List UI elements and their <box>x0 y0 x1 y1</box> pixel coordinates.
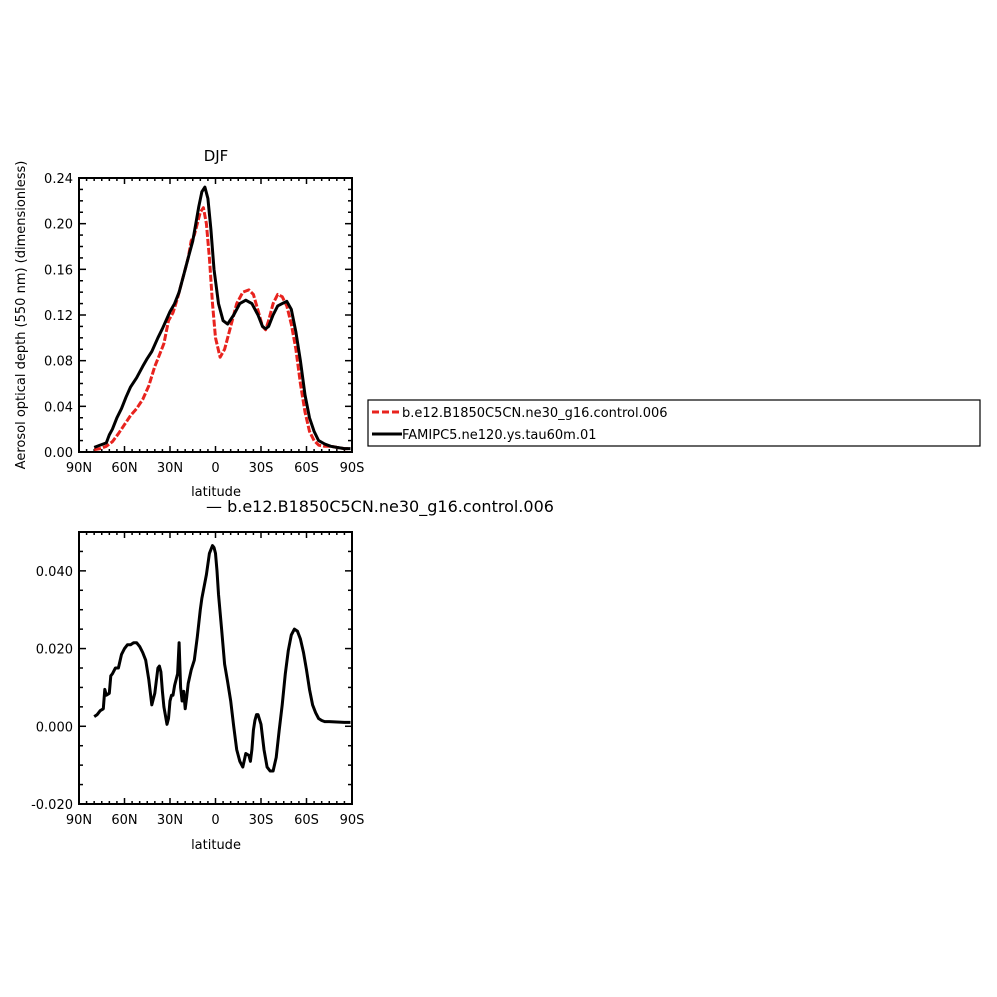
top-chart-series <box>93 185 351 452</box>
top-chart-x-axis-label: latitude <box>191 485 241 500</box>
top-chart-series-line-1 <box>93 185 351 451</box>
top-chart-x-tick-label: 60N <box>111 461 137 476</box>
top-chart-x-tick-label: 90N <box>66 461 92 476</box>
bottom-chart-x-axis-label: latitude <box>191 838 241 853</box>
legend-label-series-1: FAMIPC5.ne120.ys.tau60m.01 <box>402 428 597 443</box>
top-chart-x-tick-label: 30N <box>157 461 183 476</box>
bottom-chart-x-tick-label: 60N <box>111 813 137 828</box>
top-chart-x-tick-label: 90S <box>340 461 365 476</box>
top-chart-ticks: 90N 60N 30N 0 30S 60S 90S 0.00 0.04 0.08 0.12 0.16 0… <box>44 172 364 476</box>
bottom-chart-series <box>93 544 351 773</box>
bottom-chart-ticks: 90N 60N 30N 0 30S 60S 90S -0.020 0.000 0.020 0.040 <box>31 531 365 828</box>
legend-label-series-0: b.e12.B1850C5CN.ne30_g16.control.006 <box>402 406 668 421</box>
top-chart-y-axis-label: Aerosol optical depth (550 nm) (dimensio… <box>14 161 29 470</box>
top-chart-x-tick-label: 60S <box>294 461 319 476</box>
bottom-chart-series-line-0 <box>93 544 351 773</box>
legend-box <box>367 399 981 447</box>
top-chart-y-tick-label: 0.08 <box>44 355 73 370</box>
bottom-chart-y-tick-label: 0.040 <box>36 565 73 580</box>
bottom-chart-x-tick-label: 0 <box>211 813 219 828</box>
top-chart-y-tick-label: 0.04 <box>44 400 73 415</box>
top-chart-series-line-0 <box>93 206 351 452</box>
top-chart: DJF 90N 60N 30N 0 30S 60S 90S 0.00 0.04 0.08 0.12 0… <box>14 147 364 500</box>
bottom-chart: — b.e12.B1850C5CN.ne30_g16.control.006 9… <box>31 497 554 853</box>
top-chart-x-tick-label: 30S <box>249 461 274 476</box>
bottom-chart-x-tick-label: 30S <box>249 813 274 828</box>
top-chart-title: DJF <box>204 147 229 165</box>
bottom-chart-y-tick-label: 0.020 <box>36 643 73 658</box>
top-chart-x-tick-label: 0 <box>211 461 219 476</box>
bottom-chart-y-tick-label: -0.020 <box>31 798 73 813</box>
bottom-chart-x-tick-label: 30N <box>157 813 183 828</box>
top-chart-y-tick-label: 0.12 <box>44 309 73 324</box>
bottom-chart-x-tick-label: 90N <box>66 813 92 828</box>
bottom-chart-plot-frame <box>78 531 353 805</box>
top-chart-y-tick-label: 0.00 <box>44 446 73 461</box>
bottom-chart-x-tick-label: 60S <box>294 813 319 828</box>
bottom-chart-title: — b.e12.B1850C5CN.ne30_g16.control.006 <box>206 497 554 517</box>
bottom-chart-x-tick-label: 90S <box>340 813 365 828</box>
bottom-chart-y-tick-label: 0.000 <box>36 720 73 735</box>
legend: b.e12.B1850C5CN.ne30_g16.control.006 FAM… <box>367 399 981 447</box>
top-chart-y-tick-label: 0.24 <box>44 172 73 187</box>
top-chart-y-tick-label: 0.20 <box>44 218 73 233</box>
top-chart-y-tick-label: 0.16 <box>44 263 73 278</box>
